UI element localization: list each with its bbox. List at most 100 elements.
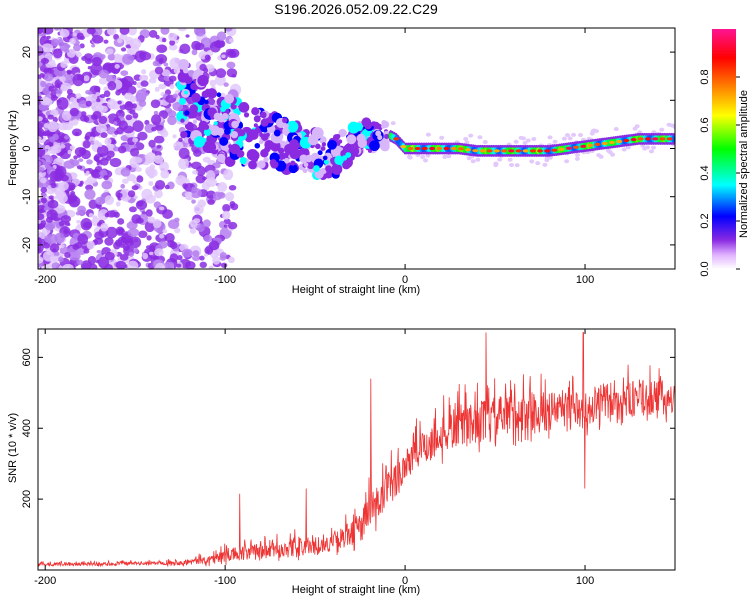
signal-clump	[254, 127, 261, 134]
signal-clump	[282, 117, 288, 124]
spectrogram-field	[38, 28, 675, 269]
noise-speckle	[98, 115, 108, 125]
noise-speckle	[120, 167, 131, 177]
noise-speckle	[59, 244, 65, 249]
signal-clump	[289, 139, 299, 149]
noise-speckle	[610, 152, 616, 157]
signal-clump	[282, 152, 291, 161]
signal-clump	[317, 150, 323, 156]
snr-panel: -200 -100 0 100 200 400 600 Height of straigh…	[7, 328, 676, 596]
signal-clump	[224, 93, 235, 104]
ridge-peak	[501, 149, 508, 153]
noise-speckle	[72, 101, 78, 106]
noise-speckle	[167, 115, 177, 126]
noise-speckle	[152, 60, 160, 67]
signal-clump	[345, 152, 352, 158]
noise-speckle	[59, 174, 69, 182]
signal-clump	[184, 90, 189, 95]
noise-speckle	[203, 253, 209, 257]
noise-speckle	[91, 56, 102, 67]
signal-clump	[254, 142, 261, 149]
noise-speckle	[589, 131, 595, 136]
noise-speckle	[84, 58, 93, 65]
noise-speckle	[442, 154, 448, 159]
noise-speckle	[468, 133, 474, 138]
noise-speckle	[129, 236, 142, 249]
noise-speckle	[547, 135, 553, 140]
noise-speckle	[88, 212, 94, 218]
noise-speckle	[229, 48, 240, 58]
noise-speckle	[162, 229, 168, 234]
noise-speckle	[98, 69, 109, 79]
signal-clump	[282, 127, 290, 135]
noise-speckle	[59, 28, 70, 38]
noise-speckle	[140, 80, 149, 87]
signal-clump	[364, 121, 372, 130]
ridge-peak	[666, 137, 673, 141]
noise-speckle	[425, 132, 431, 137]
noise-speckle	[75, 51, 82, 58]
signal-clump	[335, 134, 341, 140]
ridge-peak	[486, 149, 493, 153]
signal-clump	[231, 120, 239, 129]
noise-speckle	[74, 132, 80, 136]
colorbar-tick-label: 0.2	[699, 213, 711, 228]
noise-speckle	[208, 240, 220, 251]
noise-speckle	[106, 28, 117, 36]
noise-speckle	[169, 57, 182, 70]
signal-clump	[246, 148, 259, 161]
y-tick-label: 20	[21, 46, 33, 58]
noise-speckle	[564, 159, 570, 164]
noise-speckle	[119, 254, 129, 261]
noise-speckle	[69, 37, 76, 45]
noise-speckle	[76, 259, 84, 266]
noise-speckle	[219, 252, 227, 259]
snr-plot-area	[38, 329, 675, 570]
signal-clump	[205, 88, 211, 94]
signal-clump	[189, 104, 198, 113]
noise-speckle	[103, 39, 109, 44]
noise-speckle	[161, 69, 171, 77]
noise-speckle	[167, 110, 177, 118]
ridge-peak	[630, 137, 637, 142]
snr-frame	[37, 328, 676, 571]
signal-clump	[273, 129, 281, 137]
signal-clump	[371, 121, 377, 127]
spectrogram-x-axis: -200 -100 0 100	[34, 28, 594, 286]
noise-speckle	[91, 44, 96, 48]
snr-x-label: Height of straight line (km)	[292, 584, 420, 596]
noise-speckle	[62, 263, 74, 269]
noise-speckle	[74, 147, 86, 157]
noise-speckle	[223, 169, 234, 181]
noise-speckle	[114, 64, 120, 69]
noise-speckle	[117, 192, 123, 198]
colorbar-label: Normalized spectral amplitude	[738, 90, 750, 238]
noise-speckle	[168, 75, 177, 82]
noise-speckle	[99, 171, 104, 176]
ridge-peak	[573, 145, 580, 149]
noise-speckle	[53, 195, 59, 200]
noise-speckle	[466, 156, 472, 161]
noise-speckle	[50, 94, 58, 101]
noise-speckle	[148, 251, 154, 256]
ridge-peak	[594, 142, 601, 147]
noise-speckle	[145, 152, 156, 164]
signal-clump	[338, 128, 347, 138]
noise-speckle	[70, 159, 80, 167]
noise-speckle	[84, 189, 96, 200]
noise-speckle	[128, 206, 137, 213]
x-tick-label: 0	[402, 274, 408, 286]
noise-speckle	[648, 149, 654, 154]
noise-speckle	[223, 224, 229, 228]
noise-speckle	[56, 97, 69, 110]
signal-clump	[239, 157, 247, 165]
noise-speckle	[224, 28, 233, 32]
noise-speckle	[84, 53, 93, 61]
noise-speckle	[100, 222, 109, 232]
noise-speckle	[99, 53, 106, 60]
signal-clump	[342, 144, 354, 156]
y-tick-label: 0	[21, 145, 33, 151]
noise-speckle	[91, 35, 104, 44]
noise-speckle	[172, 134, 177, 139]
noise-speckle	[41, 192, 47, 197]
